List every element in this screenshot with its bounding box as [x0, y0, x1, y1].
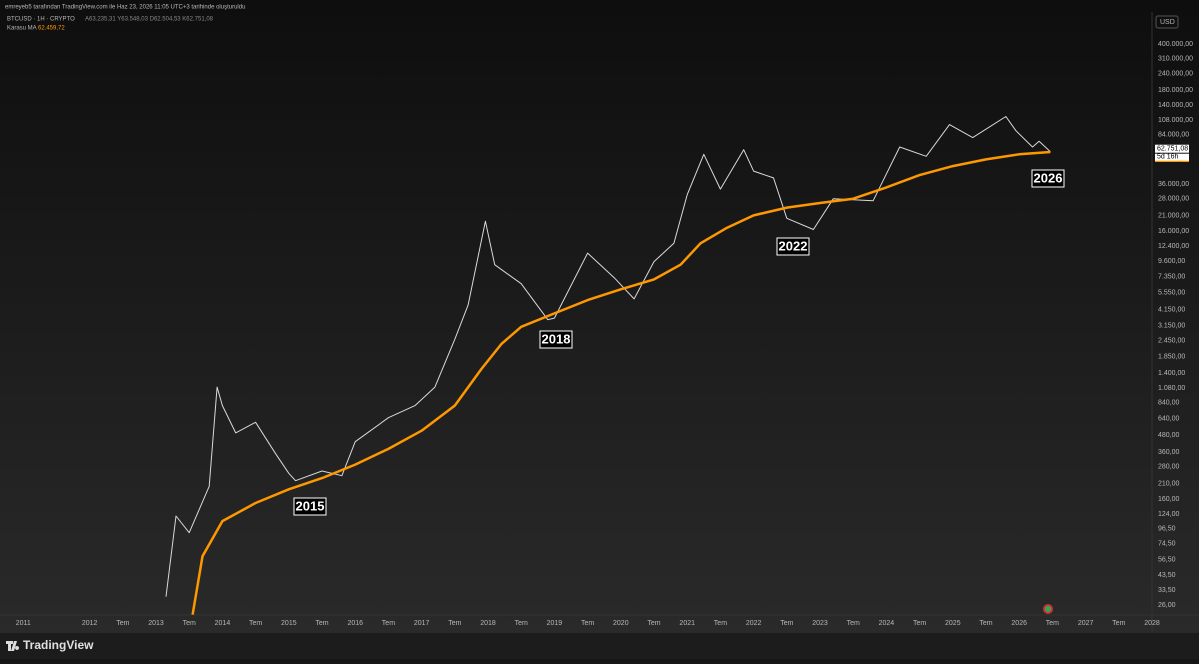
annotation-box — [776, 237, 810, 256]
x-tick-label: Tem — [382, 620, 395, 627]
x-tick-label: Tem — [448, 620, 461, 627]
x-tick-label: Tem — [847, 620, 860, 627]
y-tick-label: 56,50 — [1158, 557, 1176, 564]
y-tick-label: 96,50 — [1158, 526, 1176, 533]
currency-box[interactable] — [1155, 15, 1179, 29]
x-tick-label: Tem — [780, 620, 793, 627]
y-tick-label: 210,00 — [1158, 480, 1180, 487]
y-tick-label: 33,50 — [1158, 587, 1176, 594]
price-label: 62.751,08 — [1157, 146, 1188, 153]
legend-entry: Karasu MA — [7, 26, 37, 32]
annotation-box — [1031, 169, 1065, 188]
y-tick-label: 74,50 — [1158, 541, 1176, 548]
x-tick-label: Tem — [581, 620, 594, 627]
event-icon[interactable] — [1043, 604, 1053, 614]
x-tick-label: 2021 — [679, 620, 695, 627]
x-tick-label: 2015 — [281, 620, 297, 627]
annotation: 2015 — [296, 498, 325, 513]
credit: emreyeb5 tarafından TradingView.com ile … — [5, 5, 245, 11]
x-tick-label: 2013 — [148, 620, 164, 627]
series-line — [191, 150, 1051, 615]
y-tick-label: 140.000,00 — [1158, 102, 1193, 109]
y-tick-label: 840,00 — [1158, 400, 1180, 407]
x-tick-label: 2023 — [812, 620, 828, 627]
x-tick-label: 2027 — [1078, 620, 1094, 627]
y-tick-label: 36.000,00 — [1158, 181, 1189, 188]
y-tick-label: 21.000,00 — [1158, 212, 1189, 219]
y-tick-label: 160,00 — [1158, 496, 1180, 503]
y-tick-label: 84.000,00 — [1158, 132, 1189, 139]
y-tick-label: 28.000,00 — [1158, 196, 1189, 203]
y-tick-label: 26,00 — [1158, 602, 1176, 609]
annotation-box — [293, 497, 327, 516]
x-tick-label: 2017 — [414, 620, 430, 627]
y-tick-label: 180.000,00 — [1158, 87, 1193, 94]
x-tick-label: Tem — [249, 620, 262, 627]
x-tick-label: 2014 — [215, 620, 231, 627]
x-tick-label: 2019 — [547, 620, 563, 627]
x-tick-label: Tem — [714, 620, 727, 627]
y-tick-label: 4.150,00 — [1158, 307, 1185, 314]
annotation: 2026 — [1034, 170, 1063, 185]
y-tick-label: 240.000,00 — [1158, 70, 1193, 77]
y-tick-label: 108.000,00 — [1158, 117, 1193, 124]
x-tick-label: Tem — [1046, 620, 1059, 627]
footer-bar — [0, 633, 1199, 659]
y-tick-label: 1.400,00 — [1158, 370, 1185, 377]
logo: TradingView — [6, 638, 94, 652]
y-tick-label: 280,00 — [1158, 464, 1180, 471]
x-tick-label: Tem — [116, 620, 129, 627]
x-tick-label: Tem — [647, 620, 660, 627]
x-tick-label: Tem — [515, 620, 528, 627]
currency[interactable]: USD — [1160, 19, 1175, 26]
x-tick-label: 2011 — [16, 620, 31, 627]
logo-icon — [6, 641, 20, 651]
y-tick-label: 400.000,00 — [1158, 41, 1193, 48]
y-tick-label: 12.400,00 — [1158, 243, 1189, 250]
brand: TradingView — [23, 638, 94, 652]
y-tick-label: 5.550,00 — [1158, 290, 1185, 297]
y-tick-label: 16.000,00 — [1158, 228, 1189, 235]
legend-value: 62.459,72 — [38, 26, 65, 32]
y-tick-label: 360,00 — [1158, 449, 1180, 456]
x-tick-label: 2026 — [1011, 620, 1027, 627]
x-tick-label: Tem — [979, 620, 992, 627]
price-label-box — [1155, 144, 1189, 153]
annotation-box — [539, 330, 573, 349]
y-tick-label: 1.080,00 — [1158, 385, 1185, 392]
y-tick-label: 43,50 — [1158, 572, 1176, 579]
x-tick-label: 2012 — [82, 620, 98, 627]
x-tick-label: Tem — [315, 620, 328, 627]
x-tick-label: Tem — [183, 620, 196, 627]
x-tick-label: 2022 — [746, 620, 762, 627]
x-tick-label: 2024 — [879, 620, 895, 627]
y-tick-label: 310.000,00 — [1158, 56, 1193, 63]
countdown: 5d 16h — [1157, 154, 1179, 161]
y-tick-label: 1.850,00 — [1158, 354, 1185, 361]
x-tick-label: 2016 — [347, 620, 363, 627]
annotations: 2015 2018 2022 2026 — [293, 169, 1065, 516]
x-tick-label: 2020 — [613, 620, 629, 627]
y-tick-label: 640,00 — [1158, 415, 1180, 422]
x-tick-label: 2018 — [480, 620, 496, 627]
x-tick-label: Tem — [913, 620, 926, 627]
y-tick-label: 124,00 — [1158, 511, 1180, 518]
x-tick-label: 2025 — [945, 620, 961, 627]
y-tick-label: 9.600,00 — [1158, 258, 1185, 265]
y-tick-label: 2.450,00 — [1158, 337, 1185, 344]
x-tick-label: 2028 — [1144, 620, 1160, 627]
annotation: 2018 — [542, 331, 571, 346]
annotation: 2022 — [779, 238, 808, 253]
x-tick-label: Tem — [1112, 620, 1125, 627]
ohlc: A63.235,31 Y63.548,03 D62.504,53 K62.751… — [85, 17, 214, 23]
symbol: BTCUSD · 1H · CRYPTO — [7, 17, 75, 23]
y-tick-label: 3.150,00 — [1158, 323, 1185, 330]
y-tick-label: 7.350,00 — [1158, 273, 1185, 280]
series-line — [165, 116, 1051, 597]
y-tick-label: 480,00 — [1158, 432, 1180, 439]
countdown-box — [1155, 153, 1189, 161]
